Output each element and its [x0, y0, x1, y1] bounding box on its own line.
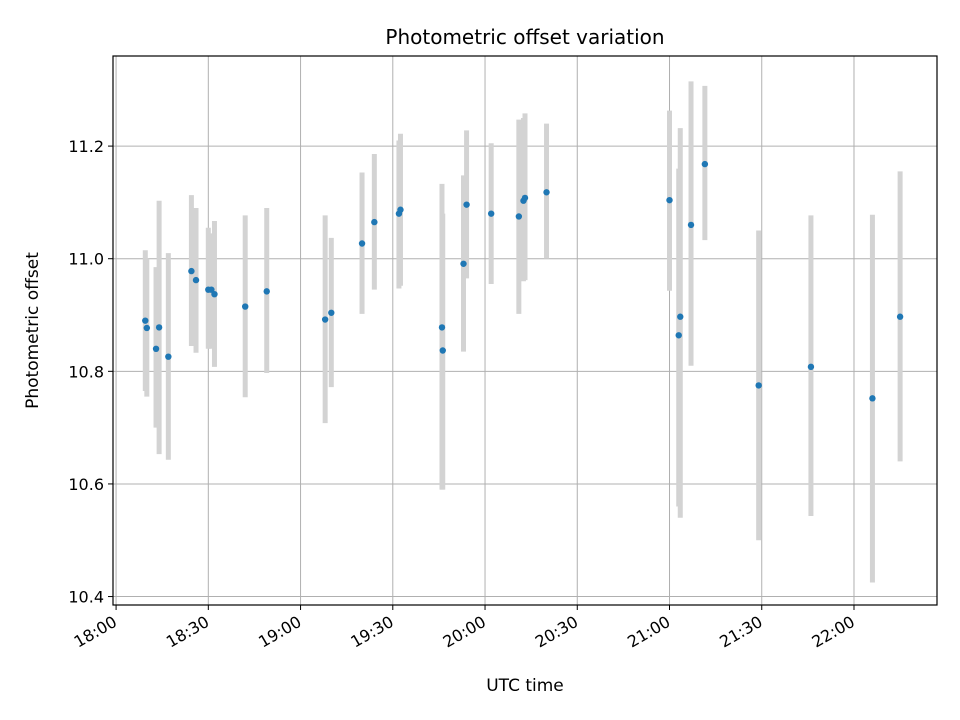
plot-frame: [112, 55, 938, 606]
data-point: [211, 290, 218, 298]
data-point: [242, 303, 249, 310]
data-points: [142, 160, 904, 402]
data-point: [371, 218, 378, 226]
y-axis-title: Photometric offset: [23, 252, 43, 409]
data-point: [208, 286, 215, 293]
data-point: [358, 240, 366, 247]
data-point: [328, 309, 335, 316]
data-point: [666, 196, 673, 204]
data-point: [165, 353, 172, 360]
y-axis-ticks: 10.4 10.6 10.8 11.0 11.2: [68, 137, 113, 607]
y-tick-label: 10.8: [68, 362, 104, 381]
data-point: [677, 313, 684, 320]
data-point: [463, 201, 470, 208]
data-point: [460, 260, 467, 267]
data-point: [438, 324, 446, 331]
data-point: [155, 324, 163, 331]
data-point: [439, 347, 446, 354]
data-point: [192, 276, 200, 284]
y-tick-label: 11.2: [68, 137, 104, 156]
data-point: [521, 194, 529, 202]
data-point: [701, 160, 709, 168]
data-point: [896, 313, 904, 320]
y-tick-label: 10.4: [68, 588, 104, 607]
data-point: [188, 267, 195, 275]
data-point: [152, 345, 160, 352]
data-point: [675, 332, 682, 339]
data-point: [687, 221, 695, 229]
data-point: [321, 316, 329, 323]
x-axis-title: UTC time: [486, 676, 564, 696]
data-point: [487, 210, 495, 217]
data-point: [515, 213, 523, 220]
y-tick-label: 10.6: [68, 475, 104, 494]
y-tick-label: 11.0: [68, 250, 104, 269]
chart-title: Photometric offset variation: [385, 25, 664, 49]
data-point: [755, 382, 762, 389]
data-point: [807, 363, 815, 371]
data-point: [143, 324, 151, 332]
data-point: [263, 288, 270, 295]
data-point: [543, 189, 550, 196]
data-point: [397, 206, 404, 213]
data-point: [869, 395, 876, 402]
data-point: [142, 317, 149, 324]
